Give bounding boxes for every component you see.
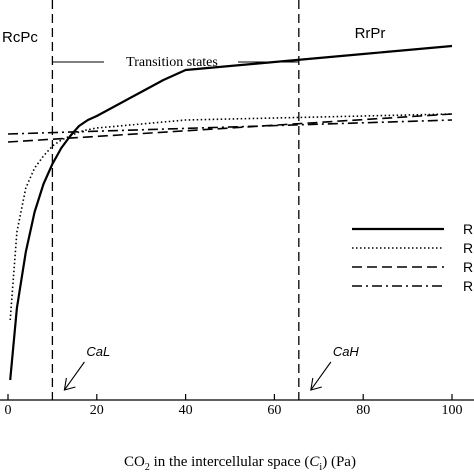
reference-label-CaH: CaH <box>333 344 360 359</box>
region-label-right: RrPr <box>355 25 386 42</box>
x-axis-label: CO2 in the intercellular space (Ci) (Pa) <box>124 454 356 473</box>
x-tick-label: 0 <box>5 403 12 418</box>
x-tick-label: 80 <box>356 403 370 418</box>
series-line-dotted <box>9 113 453 321</box>
region-label-left: RcPc <box>2 29 38 46</box>
arrow-CaH <box>310 361 332 391</box>
series-line-solid <box>9 44 453 381</box>
series-line-dashdot <box>7 119 453 135</box>
region-label-middle: Transition states <box>126 55 218 70</box>
x-axis-label-sub2: i <box>319 462 322 473</box>
x-tick-label: 20 <box>90 403 104 418</box>
annotations: RcPc Transition states RrPr CaL CaH <box>2 25 385 359</box>
legend-label: R <box>463 240 473 256</box>
x-tick-label: 60 <box>267 403 281 418</box>
x-tick-label: 40 <box>179 403 193 418</box>
legend-label: R <box>463 278 473 294</box>
x-axis-label-mid: in the intercellular space ( <box>150 454 310 470</box>
reference-label-CaL: CaL <box>86 344 110 359</box>
arrow-head-CaH <box>310 377 322 391</box>
x-axis-label-var: C <box>309 454 320 470</box>
legend-label: R <box>463 221 473 237</box>
arrow-head-CaL <box>63 377 76 391</box>
legend-label: R <box>463 259 473 275</box>
x-axis-label-pre: CO <box>124 454 145 470</box>
arrow-CaL <box>63 361 85 391</box>
x-axis-label-sub1: 2 <box>145 462 150 473</box>
x-tick-label: 100 <box>442 403 463 418</box>
x-axis: 0 20 40 60 80 100 <box>0 394 474 418</box>
x-axis-label-post: ) (Pa) <box>322 454 356 470</box>
plot-area <box>7 0 453 400</box>
